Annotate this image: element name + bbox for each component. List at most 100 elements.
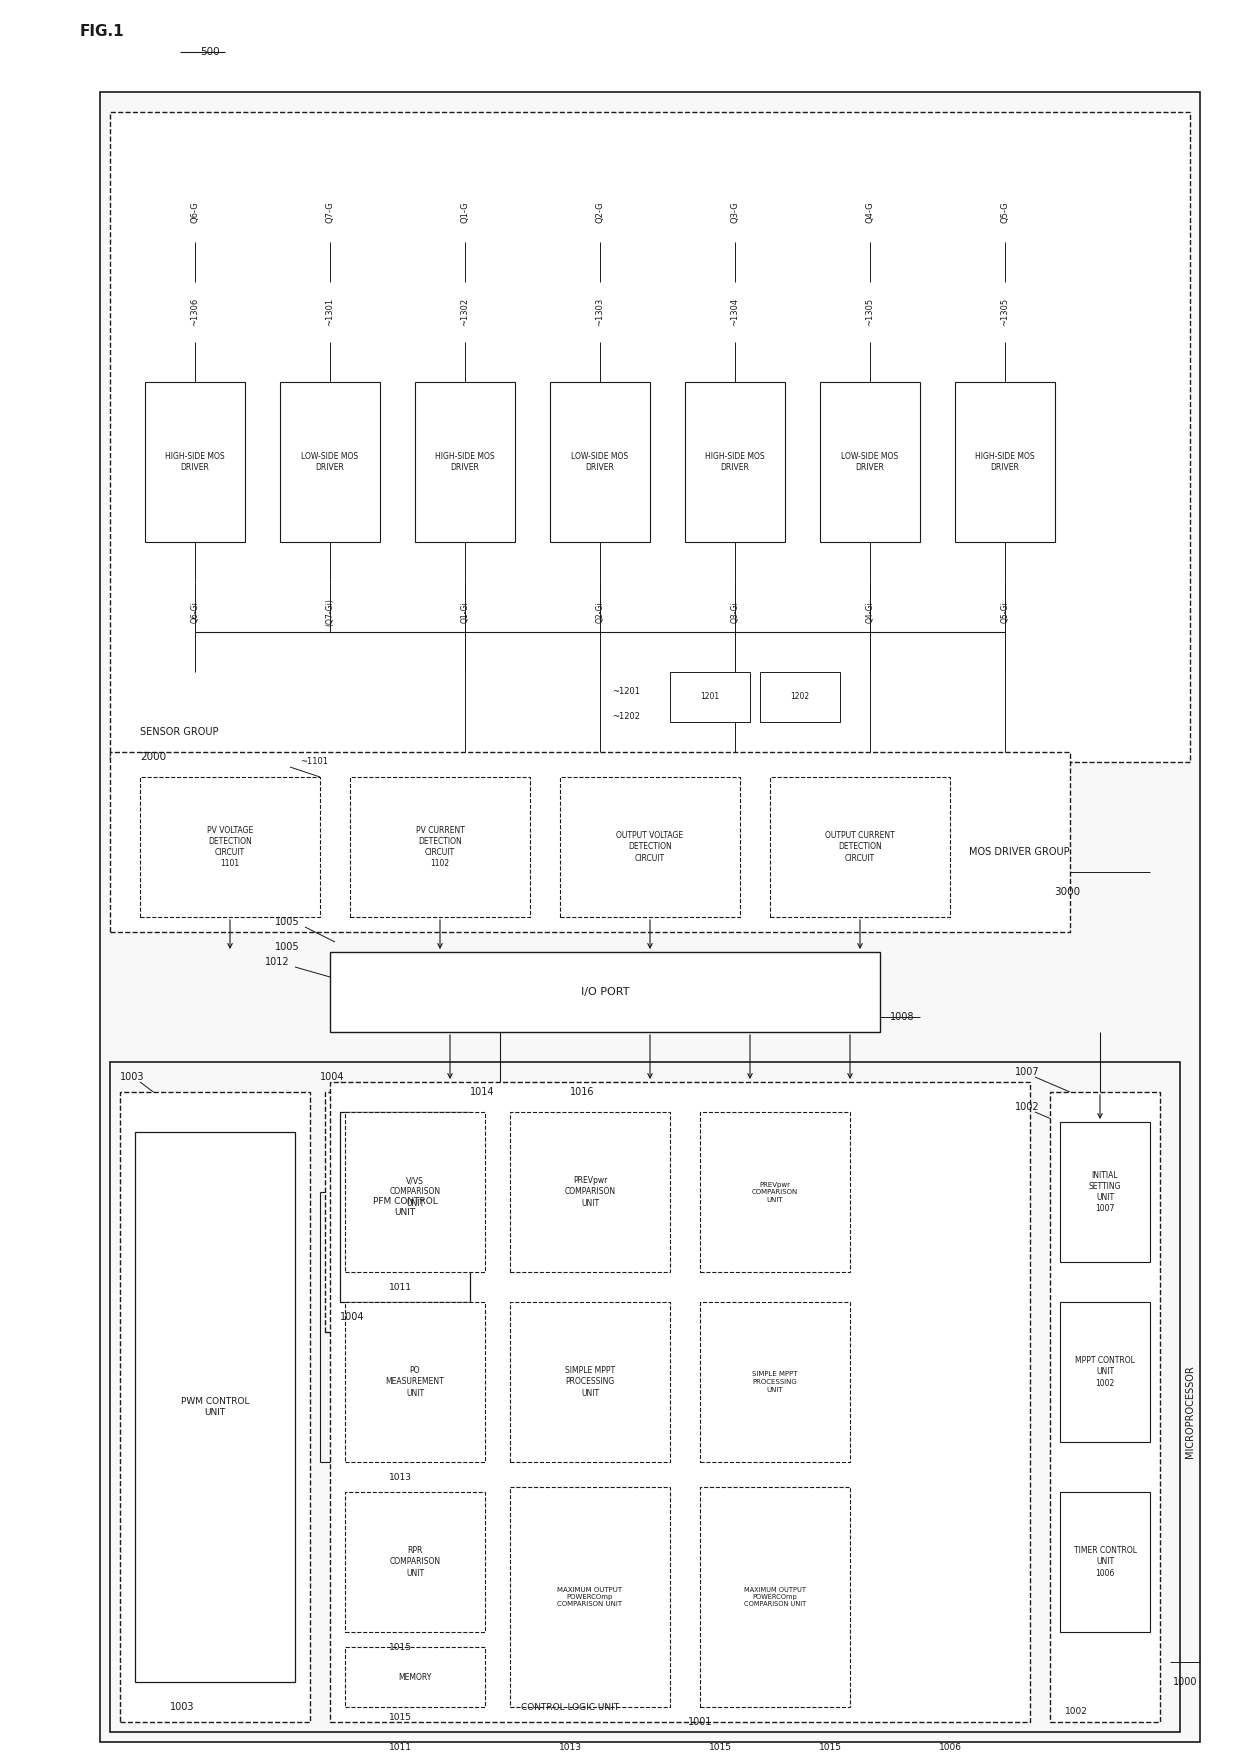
Text: HIGH-SIDE MOS
DRIVER: HIGH-SIDE MOS DRIVER — [435, 451, 495, 472]
Text: 1013: 1013 — [558, 1743, 582, 1751]
Bar — [140, 777, 320, 916]
Bar — [560, 777, 740, 916]
Text: 1004: 1004 — [320, 1071, 345, 1082]
Bar — [345, 1647, 485, 1707]
Bar — [701, 1302, 849, 1462]
Bar — [510, 1112, 670, 1272]
Text: ~1301: ~1301 — [325, 298, 335, 326]
Bar — [670, 671, 750, 722]
Text: 1014: 1014 — [470, 1087, 495, 1098]
Text: MAXIMUM OUTPUT
POWERCOmp
COMPARISON UNIT: MAXIMUM OUTPUT POWERCOmp COMPARISON UNIT — [558, 1586, 622, 1607]
Text: 1005: 1005 — [275, 916, 300, 927]
Text: (Q7-Gi): (Q7-Gi) — [325, 597, 335, 626]
Bar — [1060, 1302, 1149, 1441]
Text: Q1-G: Q1-G — [460, 201, 470, 222]
Bar — [110, 113, 1190, 761]
Bar — [510, 1487, 670, 1707]
Text: OUTPUT CURRENT
DETECTION
CIRCUIT: OUTPUT CURRENT DETECTION CIRCUIT — [825, 832, 895, 863]
Text: LOW-SIDE MOS
DRIVER: LOW-SIDE MOS DRIVER — [572, 451, 629, 472]
Bar — [701, 1112, 849, 1272]
Text: PREVpwr
COMPARISON
UNIT: PREVpwr COMPARISON UNIT — [564, 1177, 615, 1207]
Text: Q3-G: Q3-G — [730, 201, 739, 222]
Bar — [701, 1487, 849, 1707]
Text: PV VOLTAGE
DETECTION
CIRCUIT
1101: PV VOLTAGE DETECTION CIRCUIT 1101 — [207, 826, 253, 869]
Text: Q6-Gi: Q6-Gi — [191, 601, 200, 624]
Text: 1004: 1004 — [340, 1313, 365, 1322]
Text: 1002: 1002 — [1065, 1707, 1087, 1716]
Text: 1015: 1015 — [708, 1743, 732, 1751]
Text: Q2-Gi: Q2-Gi — [595, 601, 605, 624]
Bar — [325, 1092, 485, 1332]
Text: 1015: 1015 — [818, 1743, 842, 1751]
Text: ~1302: ~1302 — [460, 298, 470, 326]
Text: ~1201: ~1201 — [613, 687, 640, 696]
Text: LOW-SIDE MOS
DRIVER: LOW-SIDE MOS DRIVER — [301, 451, 358, 472]
Text: ~1306: ~1306 — [191, 298, 200, 326]
Text: 1012: 1012 — [265, 957, 290, 967]
Text: 1201: 1201 — [701, 692, 719, 701]
Text: Q7-G: Q7-G — [325, 201, 335, 222]
Text: RPR
COMPARISON
UNIT: RPR COMPARISON UNIT — [389, 1547, 440, 1577]
Text: 1005: 1005 — [275, 943, 300, 951]
Text: V/VS
COMPARISON
UNIT: V/VS COMPARISON UNIT — [389, 1177, 440, 1207]
Bar — [345, 1492, 485, 1632]
Text: Q1-Gi: Q1-Gi — [460, 601, 470, 624]
Text: MEMORY: MEMORY — [398, 1672, 432, 1681]
Text: ~1305: ~1305 — [1001, 298, 1009, 326]
Text: 1015: 1015 — [388, 1713, 412, 1721]
Text: PWM CONTROL
UNIT: PWM CONTROL UNIT — [181, 1397, 249, 1417]
Text: SIMPLE MPPT
PROCESSING
UNIT: SIMPLE MPPT PROCESSING UNIT — [753, 1371, 797, 1392]
Bar — [770, 777, 950, 916]
Text: SENSOR GROUP: SENSOR GROUP — [140, 728, 218, 737]
Text: 1000: 1000 — [1173, 1677, 1198, 1686]
Text: LOW-SIDE MOS
DRIVER: LOW-SIDE MOS DRIVER — [842, 451, 899, 472]
Bar — [415, 382, 515, 543]
Text: ~1305: ~1305 — [866, 298, 874, 326]
Bar — [135, 1131, 295, 1683]
Text: ~1202: ~1202 — [613, 712, 640, 721]
Text: HIGH-SIDE MOS
DRIVER: HIGH-SIDE MOS DRIVER — [975, 451, 1035, 472]
Text: MICROPROCESSOR: MICROPROCESSOR — [1185, 1366, 1195, 1459]
Text: INITIAL
SETTING
UNIT
1007: INITIAL SETTING UNIT 1007 — [1089, 1172, 1121, 1214]
Bar — [955, 382, 1055, 543]
Text: Q5-Gi: Q5-Gi — [1001, 601, 1009, 624]
Text: Q6-G: Q6-G — [191, 201, 200, 222]
Text: 1003: 1003 — [120, 1071, 145, 1082]
Bar — [820, 382, 920, 543]
Text: PFM CONTROL
UNIT: PFM CONTROL UNIT — [373, 1196, 438, 1218]
Bar — [100, 92, 1200, 1743]
Text: 1202: 1202 — [790, 692, 810, 701]
Bar — [120, 1092, 310, 1721]
Text: PV CURRENT
DETECTION
CIRCUIT
1102: PV CURRENT DETECTION CIRCUIT 1102 — [415, 826, 465, 869]
Bar — [1050, 1092, 1159, 1721]
Bar — [510, 1302, 670, 1462]
Text: 1002: 1002 — [1016, 1101, 1040, 1112]
Text: ~1304: ~1304 — [730, 298, 739, 326]
Text: Q2-G: Q2-G — [595, 201, 605, 222]
Bar — [280, 382, 379, 543]
Text: Q3-Gi: Q3-Gi — [730, 601, 739, 624]
Text: 2000: 2000 — [140, 752, 166, 761]
Bar — [345, 1302, 485, 1462]
Bar — [345, 1112, 485, 1272]
Bar — [340, 1112, 470, 1302]
Text: 1015: 1015 — [388, 1642, 412, 1651]
Text: SIMPLE MPPT
PROCESSING
UNIT: SIMPLE MPPT PROCESSING UNIT — [565, 1366, 615, 1397]
Bar — [110, 1062, 1180, 1732]
Text: 1003: 1003 — [170, 1702, 195, 1713]
Bar — [551, 382, 650, 543]
Text: 1001: 1001 — [688, 1716, 712, 1727]
Text: 1013: 1013 — [388, 1473, 412, 1482]
Bar — [350, 777, 529, 916]
Text: TIMER CONTROL
UNIT
1006: TIMER CONTROL UNIT 1006 — [1074, 1547, 1137, 1577]
Bar — [684, 382, 785, 543]
Text: Q5-G: Q5-G — [1001, 201, 1009, 222]
Text: OUTPUT VOLTAGE
DETECTION
CIRCUIT: OUTPUT VOLTAGE DETECTION CIRCUIT — [616, 832, 683, 863]
Text: 500: 500 — [200, 48, 219, 56]
Text: PREVpwr
COMPARISON
UNIT: PREVpwr COMPARISON UNIT — [751, 1182, 799, 1202]
Text: FIG.1: FIG.1 — [81, 25, 125, 39]
Bar — [110, 752, 1070, 932]
Text: MOS DRIVER GROUP: MOS DRIVER GROUP — [970, 848, 1070, 856]
Text: CONTROL LOGIC UNIT: CONTROL LOGIC UNIT — [521, 1702, 619, 1711]
Text: 1011: 1011 — [388, 1283, 412, 1292]
